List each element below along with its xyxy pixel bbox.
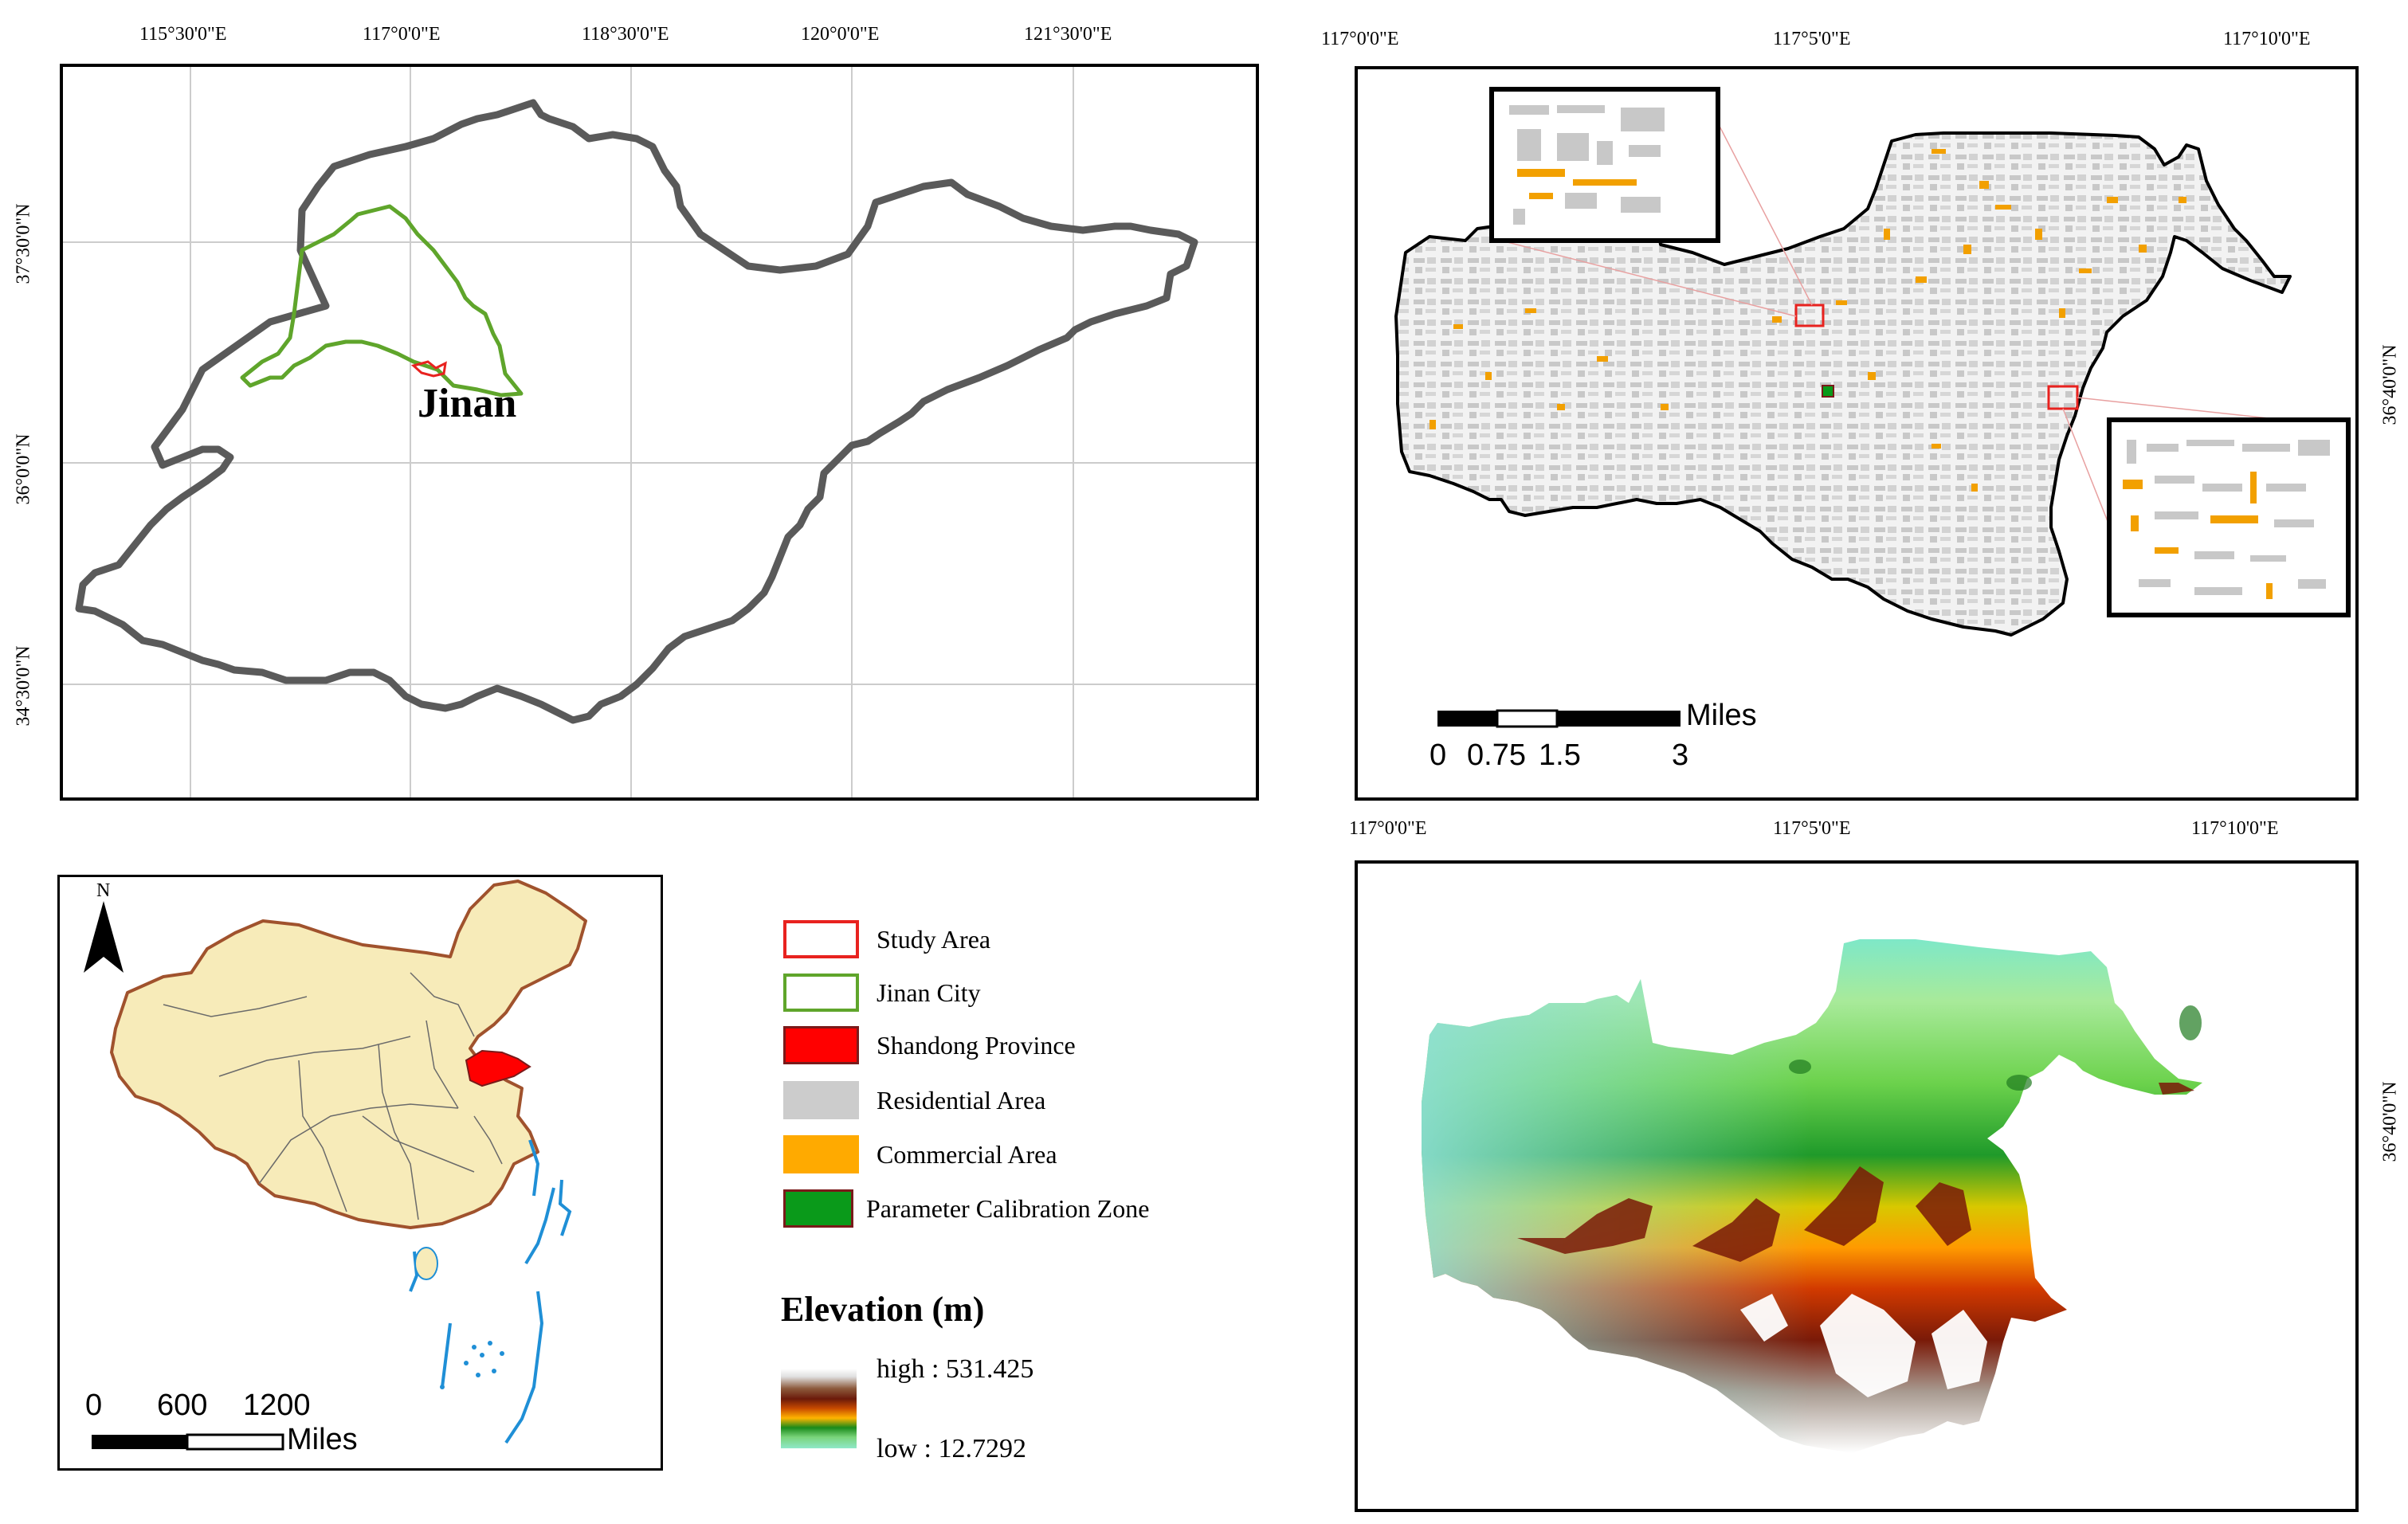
legend-item-calibration: Parameter Calibration Zone bbox=[783, 1189, 1149, 1228]
scale-tick: 0.75 bbox=[1467, 738, 1526, 772]
y-tick-label: 36°40'0"N bbox=[2379, 1081, 2401, 1162]
x-tick-label: 120°0'0"E bbox=[801, 24, 880, 45]
shandong-map-frame: Jinan bbox=[60, 64, 1259, 801]
legend-swatch bbox=[783, 1026, 859, 1064]
x-tick-label: 117°0'0"E bbox=[363, 24, 441, 45]
study-area-map-frame: Miles 0 0.75 1.5 3 bbox=[1355, 66, 2359, 801]
scale-unit: Miles bbox=[287, 1423, 358, 1456]
elevation-high-label: high : 531.425 bbox=[877, 1354, 1034, 1384]
study-area-outline bbox=[410, 360, 447, 378]
graticule bbox=[63, 67, 1256, 797]
scale-unit: Miles bbox=[1686, 699, 1757, 732]
x-tick-label: 118°30'0"E bbox=[582, 24, 669, 45]
zoom-box-1 bbox=[1794, 304, 1825, 327]
peaks bbox=[1740, 1294, 1987, 1397]
china-map-frame: N 0 600 1200 Miles bbox=[57, 875, 663, 1471]
legend-item-commercial: Commercial Area bbox=[783, 1135, 1057, 1173]
legend-label: Parameter Calibration Zone bbox=[866, 1193, 1150, 1223]
legend-label: Commercial Area bbox=[877, 1139, 1057, 1169]
jinan-city-outline bbox=[240, 204, 524, 398]
province-borders bbox=[163, 972, 503, 1220]
y-tick-label: 36°0'0"N bbox=[13, 433, 34, 505]
low-hills bbox=[1789, 1005, 2202, 1091]
elevation-map-svg bbox=[1422, 939, 2202, 1453]
elevation-color-ramp bbox=[781, 1369, 857, 1448]
legend-swatch bbox=[783, 1189, 853, 1228]
legend-item-shandong: Shandong Province bbox=[783, 1026, 1076, 1064]
elevation-legend-title: Elevation (m) bbox=[781, 1290, 985, 1329]
legend-item-study-area: Study Area bbox=[783, 920, 990, 958]
legend-swatch bbox=[783, 1081, 859, 1119]
north-label: N bbox=[96, 880, 111, 901]
shandong-province-outline bbox=[75, 99, 1198, 724]
shandong-highlight bbox=[465, 1049, 531, 1087]
scale-tick: 1200 bbox=[243, 1389, 311, 1422]
study-area-boundary bbox=[1394, 131, 2292, 637]
x-tick-label: 117°5'0"E bbox=[1773, 818, 1851, 839]
china-mainland bbox=[110, 880, 587, 1229]
scale-tick: 0 bbox=[85, 1389, 103, 1422]
legend-item-jinan-city: Jinan City bbox=[783, 974, 981, 1012]
legend-label: Shandong Province bbox=[877, 1030, 1076, 1060]
legend-label: Jinan City bbox=[877, 977, 981, 1007]
scale-tick: 3 bbox=[1672, 738, 1689, 772]
calibration-zone bbox=[1822, 385, 1834, 398]
x-tick-label: 115°30'0"E bbox=[139, 24, 227, 45]
north-arrow bbox=[84, 901, 124, 973]
x-tick-label: 117°0'0"E bbox=[1321, 29, 1399, 49]
study-area-map-svg bbox=[1394, 87, 2351, 728]
china-map-svg bbox=[84, 880, 587, 1451]
inset-box-2 bbox=[2107, 417, 2351, 617]
legend-swatch bbox=[783, 920, 859, 958]
x-tick-label: 117°5'0"E bbox=[1773, 29, 1851, 49]
legend-label: Study Area bbox=[877, 924, 991, 954]
legend-item-residential: Residential Area bbox=[783, 1081, 1045, 1119]
legend-swatch bbox=[783, 1135, 859, 1173]
x-tick-label: 117°10'0"E bbox=[2223, 29, 2311, 49]
scale-bar bbox=[92, 1433, 284, 1451]
ridge-lines bbox=[1517, 1083, 2194, 1262]
legend-swatch bbox=[783, 974, 859, 1012]
jinan-city-label: Jinan bbox=[418, 381, 517, 426]
x-tick-label: 117°10'0"E bbox=[2191, 818, 2279, 839]
y-tick-label: 34°30'0"N bbox=[13, 645, 34, 727]
scale-tick: 600 bbox=[157, 1389, 208, 1422]
island-dots bbox=[440, 1341, 504, 1389]
y-tick-label: 36°40'0"N bbox=[2379, 344, 2401, 425]
scale-bar bbox=[1437, 709, 1681, 728]
scale-tick: 0 bbox=[1430, 738, 1447, 772]
legend-label: Residential Area bbox=[877, 1085, 1046, 1115]
elevation-low-label: low : 12.7292 bbox=[877, 1434, 1026, 1463]
x-tick-label: 121°30'0"E bbox=[1024, 24, 1112, 45]
x-tick-label: 117°0'0"E bbox=[1349, 818, 1427, 839]
commercial-patches bbox=[1430, 149, 2186, 492]
elevation-map-frame bbox=[1355, 860, 2359, 1512]
y-tick-label: 37°30'0"N bbox=[13, 203, 34, 284]
hainan-island bbox=[414, 1247, 438, 1280]
inset-box-1 bbox=[1489, 87, 1720, 243]
scale-tick: 1.5 bbox=[1539, 738, 1581, 772]
shandong-map-svg bbox=[63, 67, 1256, 797]
